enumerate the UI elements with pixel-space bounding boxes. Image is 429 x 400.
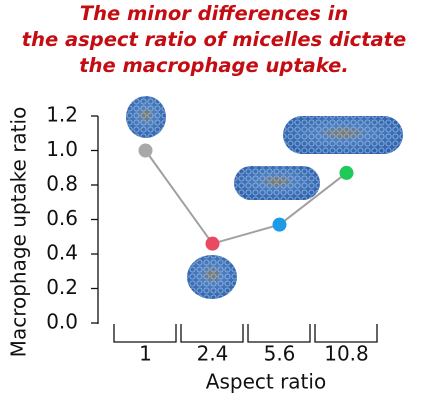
x-bracket [113, 324, 177, 343]
x-axis-label: Aspect ratio [206, 370, 326, 394]
line [144, 149, 348, 245]
x-tick-label: 1 [139, 342, 152, 366]
y-tick-label: 0.0 [46, 310, 78, 334]
title-line: the aspect ratio of micelles dictate [22, 28, 406, 51]
y-tick-label: 0.6 [46, 206, 78, 230]
chart-title: The minor differences in the aspect ratio… [22, 2, 406, 77]
y-tick-label: 0.8 [46, 172, 78, 196]
point [272, 217, 287, 232]
y-axis-label: Macrophage uptake ratio [7, 107, 31, 358]
y-tick-label: 0.2 [46, 275, 78, 299]
y-tick-label: 1.2 [46, 103, 78, 127]
micelle-images [126, 96, 403, 299]
title-line: the macrophage uptake. [79, 54, 348, 77]
x-tick-label: 5.6 [264, 342, 296, 366]
title-line: The minor differences in [80, 2, 348, 25]
y-tick-label: 1.0 [46, 137, 78, 161]
x-bracket [247, 324, 311, 343]
x-tick-label: 2.4 [197, 342, 229, 366]
point [138, 143, 153, 158]
x-bracket [314, 324, 378, 343]
x-tick-label: 10.8 [324, 342, 369, 366]
point [205, 236, 220, 251]
point [339, 165, 354, 180]
y-tick-label: 0.4 [46, 241, 78, 265]
x-bracket [180, 324, 244, 343]
